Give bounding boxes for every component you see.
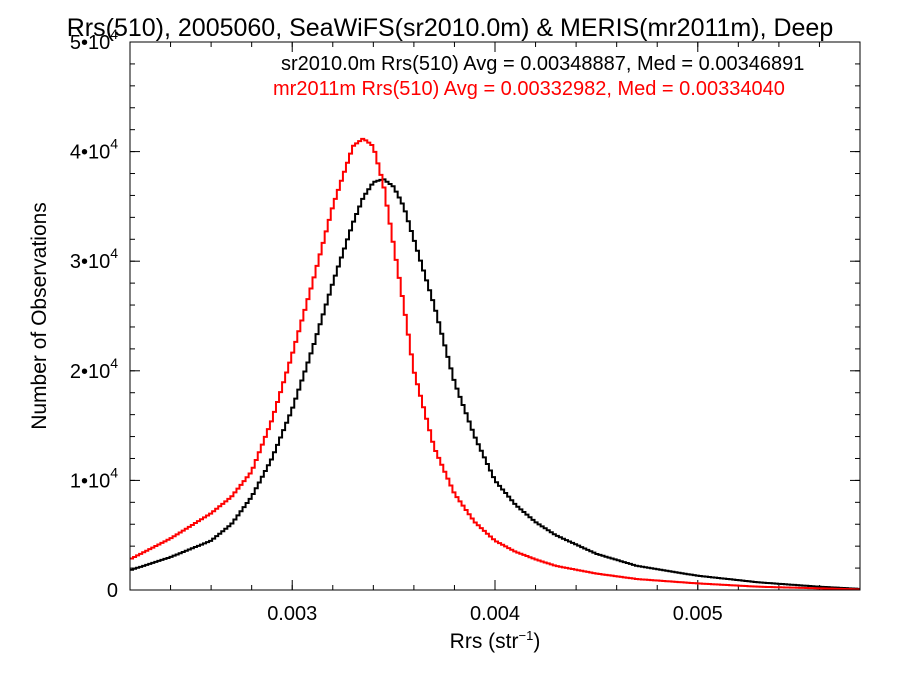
series-line-sr2010.0m bbox=[130, 178, 860, 590]
series-line-mr2011m bbox=[130, 137, 860, 591]
y-tick-label: 3•104 bbox=[70, 245, 118, 273]
y-tick-mantissa: 3•10 bbox=[70, 251, 110, 273]
y-tick-exponent: 4 bbox=[110, 26, 118, 42]
y-tick-label: 2•104 bbox=[70, 355, 118, 383]
y-tick-label: 1•104 bbox=[70, 464, 118, 492]
y-tick-label: 4•104 bbox=[70, 136, 118, 164]
x-tick-label: 0.004 bbox=[470, 603, 520, 625]
y-tick-exponent: 4 bbox=[110, 464, 118, 480]
y-tick-mantissa: 4•10 bbox=[70, 142, 110, 164]
y-tick-exponent: 4 bbox=[110, 136, 118, 152]
legend: sr2010.0m Rrs(510) Avg = 0.00348887, Med… bbox=[273, 53, 804, 100]
y-tick-mantissa: 1•10 bbox=[70, 470, 110, 492]
y-tick-mantissa: 0 bbox=[107, 580, 118, 602]
y-tick-mantissa: 5•10 bbox=[70, 32, 110, 54]
legend-entry-mr2011: mr2011m Rrs(510) Avg = 0.00332982, Med =… bbox=[273, 78, 785, 100]
legend-entry-sr2010: sr2010.0m Rrs(510) Avg = 0.00348887, Med… bbox=[281, 53, 804, 75]
x-axis-label: Rrs (str−1) bbox=[450, 628, 541, 653]
plot-frame bbox=[129, 41, 861, 591]
axis-ticks bbox=[129, 41, 861, 591]
x-axis-label-exponent: −1 bbox=[519, 628, 534, 643]
series-layer bbox=[130, 137, 860, 591]
y-tick-mantissa: 2•10 bbox=[70, 361, 110, 383]
x-axis-label-text: Rrs (str bbox=[450, 630, 519, 653]
x-axis-label-suffix: ) bbox=[533, 630, 540, 653]
chart-title: Rrs(510), 2005060, SeaWiFS(sr2010.0m) & … bbox=[67, 14, 833, 42]
y-tick-exponent: 4 bbox=[110, 355, 118, 371]
y-tick-exponent: 4 bbox=[110, 245, 118, 261]
x-tick-label: 0.003 bbox=[267, 603, 317, 625]
y-tick-label: 0 bbox=[107, 580, 118, 602]
x-tick-label: 0.005 bbox=[673, 603, 723, 625]
x-tick-labels: 0.003 0.004 0.005 bbox=[267, 603, 723, 625]
y-axis-label: Number of Observations bbox=[28, 202, 51, 430]
y-tick-label: 5•104 bbox=[70, 26, 118, 54]
